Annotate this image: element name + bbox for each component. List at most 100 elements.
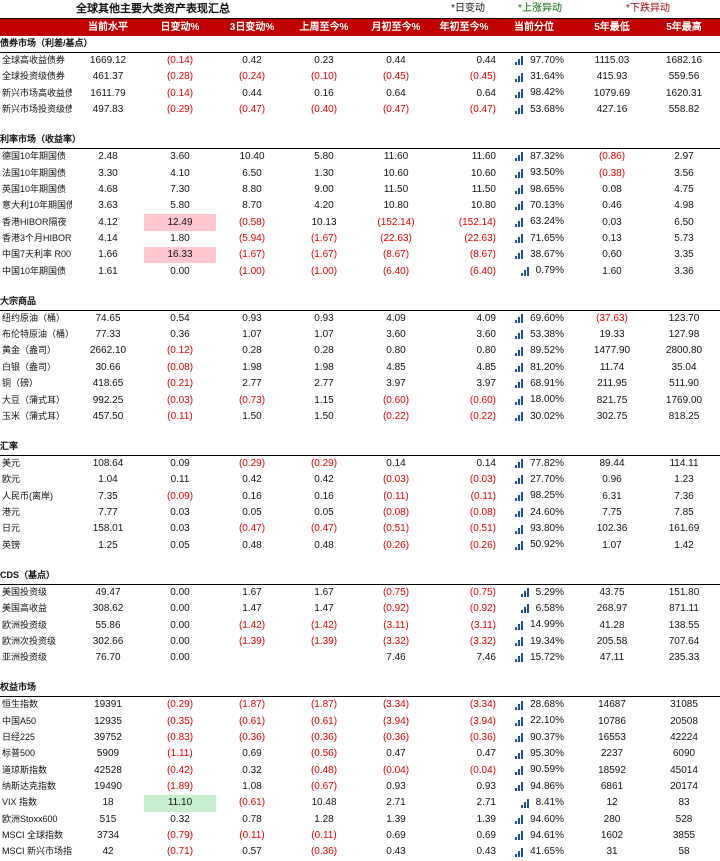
month-to-date-cell: (0.26) bbox=[382, 539, 410, 551]
table-row: 全球高收益债券 1669.12 (0.14) 0.42 0.23 0.44 0.44 97.7… bbox=[0, 52, 720, 69]
year-to-date-cell: (0.47) bbox=[469, 104, 496, 116]
3day-change-cell: 8.70 bbox=[242, 200, 262, 212]
3day-change-cell: (1.67) bbox=[238, 249, 266, 261]
table-row: 日经225 39752 (0.83) (0.36) (0.36) (0.36) (0.36)… bbox=[0, 730, 720, 746]
week-to-date-cell: (0.10) bbox=[310, 71, 338, 83]
5y-low-cell: 280 bbox=[603, 813, 621, 825]
5y-high-cell: 511.90 bbox=[669, 378, 699, 390]
current-level-cell: 74.65 bbox=[95, 312, 121, 324]
month-to-date-cell: 3.60 bbox=[386, 329, 406, 341]
current-percentile-cell: 41.65% bbox=[504, 844, 576, 860]
year-to-date-cell: 4.09 bbox=[476, 312, 496, 324]
percentile-bar-icon bbox=[515, 234, 524, 244]
current-level-cell: 1.04 bbox=[98, 474, 118, 486]
5y-low-cell: (0.86) bbox=[598, 151, 626, 163]
month-to-date-cell: (0.60) bbox=[382, 394, 410, 406]
current-percentile-cell: 31.64% bbox=[504, 69, 576, 85]
current-percentile-cell: 19.34% bbox=[504, 634, 576, 650]
table-row: 新兴市场投资级债券 497.83 (0.29) (0.47) (0.40) (0.47) (… bbox=[0, 102, 720, 118]
month-to-date-cell: (0.51) bbox=[382, 523, 410, 535]
day-change-cell: 0.09 bbox=[170, 457, 190, 469]
current-percentile-cell: 98.42% bbox=[504, 85, 576, 101]
spacer-row bbox=[0, 554, 720, 568]
year-to-date-cell: (3.34) bbox=[469, 699, 496, 711]
week-to-date-cell: (0.48) bbox=[310, 764, 338, 776]
week-to-date-cell: 4.20 bbox=[314, 200, 334, 212]
day-change-cell: (1.89) bbox=[166, 781, 194, 793]
section-header-row: CDS（基点） bbox=[0, 567, 720, 585]
current-level-cell: 30.66 bbox=[95, 361, 121, 373]
current-level-cell: 1.25 bbox=[98, 539, 118, 551]
percentile-bar-icon bbox=[515, 346, 524, 356]
percentile-bar-icon bbox=[515, 847, 524, 857]
current-percentile-cell: 70.13% bbox=[504, 198, 576, 214]
asset-name: MSCI 新兴市场指数 bbox=[2, 846, 72, 857]
month-to-date-cell: 4.85 bbox=[386, 361, 406, 373]
asset-name: 欧洲Stoxx600 bbox=[2, 813, 58, 824]
asset-name: 全球高收益债券 bbox=[2, 55, 66, 66]
week-to-date-cell: (0.29) bbox=[310, 457, 338, 469]
5y-high-cell: 7.36 bbox=[674, 490, 694, 502]
day-change-cell: 0.03 bbox=[170, 507, 190, 519]
table-row: MSCI 全球指数 3734 (0.79) (0.11) (0.11) 0.69 0.69 9… bbox=[0, 828, 720, 844]
5y-low-cell: 0.60 bbox=[602, 249, 622, 261]
year-to-date-cell: (6.40) bbox=[469, 265, 496, 277]
asset-name: 中国7天利率 R007 bbox=[2, 249, 72, 260]
5y-high-cell: 235.33 bbox=[668, 652, 700, 664]
asset-name: 中国10年期国债 bbox=[2, 265, 67, 276]
5y-low-cell: 2237 bbox=[600, 748, 624, 760]
percentile-bar-icon bbox=[515, 411, 524, 421]
current-percentile-cell: 93.50% bbox=[504, 165, 576, 181]
month-to-date-cell: 10.60 bbox=[383, 167, 409, 179]
current-level-cell: 1.66 bbox=[98, 249, 118, 261]
current-level-cell: 39752 bbox=[94, 732, 122, 744]
percentile-value: 28.68% bbox=[530, 699, 564, 711]
month-to-date-cell: 11.60 bbox=[383, 151, 409, 163]
table-row: 美元 108.64 0.09 (0.29) (0.29) 0.14 0.14 77.82% 89… bbox=[0, 455, 720, 472]
table-row: 标普500 5909 (1.11) 0.69 (0.56) 0.47 0.47 95.30% 2… bbox=[0, 746, 720, 762]
3day-change-cell: 0.44 bbox=[242, 87, 262, 99]
percentile-bar-icon bbox=[515, 749, 524, 759]
percentile-bar-icon bbox=[515, 330, 524, 340]
3day-change-cell: 0.48 bbox=[242, 539, 262, 551]
week-to-date-cell: 10.13 bbox=[311, 216, 337, 228]
3day-change-cell: 0.42 bbox=[242, 474, 262, 486]
day-change-cell: 0.54 bbox=[170, 312, 190, 324]
section-header-row: 汇率 bbox=[0, 438, 720, 456]
5y-high-cell: 3.56 bbox=[674, 167, 694, 179]
percentile-bar-icon bbox=[515, 362, 524, 372]
percentile-bar-icon bbox=[515, 152, 524, 162]
percentile-value: 0.79% bbox=[535, 265, 564, 277]
5y-low-cell: 6.31 bbox=[602, 490, 622, 502]
day-change-cell: 0.05 bbox=[170, 539, 190, 551]
month-to-date-cell: 0.44 bbox=[386, 55, 406, 67]
table-row: 欧元 1.04 0.11 0.42 0.42 (0.03) (0.03) 27.70% 0.96… bbox=[0, 472, 720, 488]
spacer-row bbox=[0, 425, 720, 439]
percentile-value: 94.86% bbox=[530, 780, 564, 792]
current-percentile-cell: 90.37% bbox=[504, 730, 576, 746]
year-to-date-cell: (0.92) bbox=[469, 603, 496, 615]
current-percentile-cell: 8.41% bbox=[504, 795, 576, 811]
section-title: CDS（基点） bbox=[0, 567, 720, 585]
asset-name: 纽约原油（桶） bbox=[2, 312, 66, 323]
table-row: 全球投资级债券 461.37 (0.28) (0.24) (0.10) (0.45) (0.… bbox=[0, 69, 720, 85]
week-to-date-cell: 0.93 bbox=[314, 312, 334, 324]
day-change-cell: 0.03 bbox=[170, 523, 190, 535]
asset-name: 美元 bbox=[2, 457, 21, 468]
asset-name: 新兴市场投资级债券 bbox=[2, 104, 72, 115]
percentile-bar-icon bbox=[515, 250, 524, 260]
asset-name: 大豆（蒲式耳） bbox=[2, 394, 66, 405]
5y-high-cell: 138.55 bbox=[668, 619, 700, 631]
percentile-bar-icon bbox=[515, 653, 524, 663]
week-to-date-cell: 1.28 bbox=[314, 813, 334, 825]
table-row: MSCI 新兴市场指数 42 (0.71) 0.57 (0.36) 0.43 0.43 41.… bbox=[0, 844, 720, 860]
week-to-date-cell: 0.42 bbox=[314, 474, 334, 486]
current-level-cell: 19490 bbox=[94, 781, 122, 793]
table-row: 人民币(离岸) 7.35 (0.09) 0.16 0.16 (0.11) (0.11) 98.… bbox=[0, 488, 720, 504]
section-title: 利率市场（收益率） bbox=[0, 132, 720, 149]
day-change-cell: 0.00 bbox=[170, 265, 190, 277]
section-header-row: 权益市场 bbox=[0, 680, 720, 698]
asset-name: 美国投资级 bbox=[2, 586, 48, 597]
3day-change-cell: 1.67 bbox=[242, 586, 262, 598]
percentile-bar-icon bbox=[515, 395, 524, 405]
